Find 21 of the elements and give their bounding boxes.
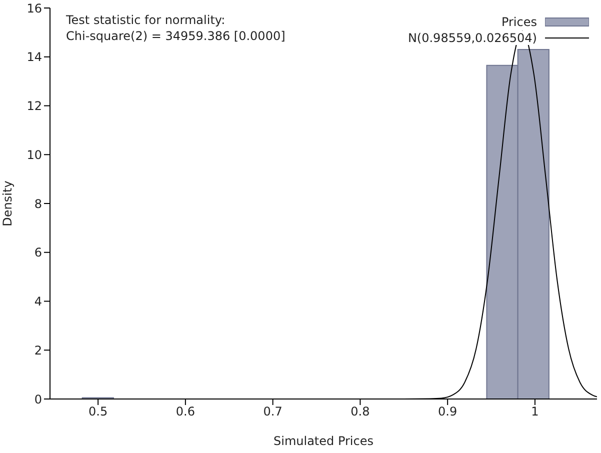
x-tick-label: 1 [531, 404, 539, 419]
y-tick-label: 4 [34, 294, 42, 309]
x-tick-label: 0.6 [176, 404, 195, 419]
y-tick-label: 12 [26, 99, 42, 114]
y-tick-label: 14 [26, 50, 42, 64]
legend-label: Prices [501, 15, 537, 29]
y-tick-label: 10 [26, 148, 42, 162]
y-tick-label: 2 [34, 343, 42, 358]
y-axis-title: Density [0, 180, 14, 226]
annotation: Chi-square(2) = 34959.386 [0.0000] [66, 28, 286, 44]
x-axis-title: Simulated Prices [274, 434, 374, 448]
x-tick-label: 0.5 [88, 404, 108, 419]
x-tick-label: 0.8 [350, 404, 370, 419]
x-tick-label: 0.7 [263, 404, 282, 419]
y-tick-label: 16 [26, 1, 42, 16]
annotation: Test statistic for normality: [66, 12, 226, 28]
x-tick-label: 0.9 [438, 404, 458, 419]
legend-label: N(0.98559,0.026504) [408, 31, 537, 45]
y-tick-label: 8 [34, 196, 42, 211]
y-tick-label: 6 [34, 246, 42, 260]
y-tick-label: 0 [34, 392, 42, 406]
